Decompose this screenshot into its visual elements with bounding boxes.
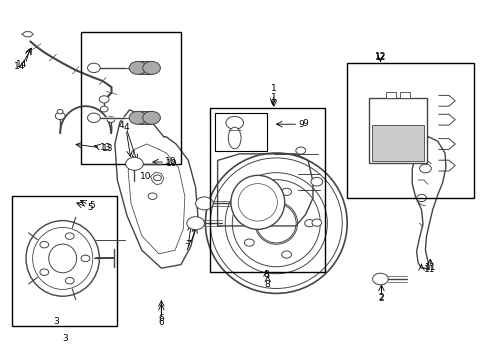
Text: 7: 7 [184, 243, 190, 252]
Circle shape [57, 109, 63, 114]
Circle shape [40, 269, 49, 275]
Circle shape [65, 278, 74, 284]
Circle shape [65, 233, 74, 239]
Text: 9: 9 [302, 118, 307, 127]
Text: 2: 2 [378, 292, 384, 302]
Ellipse shape [256, 203, 296, 243]
Text: 7: 7 [185, 240, 191, 249]
Circle shape [419, 164, 430, 173]
Circle shape [81, 255, 90, 262]
Ellipse shape [230, 175, 284, 229]
Ellipse shape [255, 202, 297, 244]
Ellipse shape [33, 228, 93, 289]
Text: 5: 5 [89, 202, 95, 210]
Text: 5: 5 [87, 202, 93, 211]
Circle shape [40, 242, 49, 248]
Ellipse shape [205, 153, 346, 293]
Ellipse shape [228, 127, 241, 149]
Circle shape [87, 113, 100, 122]
Text: 12: 12 [374, 52, 386, 61]
Bar [138, 111, 151, 124]
Circle shape [281, 188, 291, 195]
Bar [12, 196, 117, 326]
Text: 1: 1 [270, 84, 276, 93]
Circle shape [186, 217, 204, 230]
Circle shape [310, 177, 322, 186]
Ellipse shape [244, 189, 271, 215]
Bar [138, 62, 151, 75]
Ellipse shape [250, 195, 264, 210]
Circle shape [100, 106, 108, 112]
Text: 8: 8 [263, 270, 269, 279]
Circle shape [311, 219, 321, 226]
Circle shape [129, 111, 146, 124]
Circle shape [304, 220, 314, 227]
Text: 14: 14 [14, 62, 25, 71]
Circle shape [244, 200, 254, 207]
Circle shape [107, 117, 115, 122]
Circle shape [416, 194, 426, 202]
Bar [369, 98, 426, 163]
Text: 2: 2 [378, 294, 384, 303]
Ellipse shape [232, 180, 320, 267]
Text: 13: 13 [100, 143, 112, 152]
Circle shape [129, 62, 146, 75]
Text: 11: 11 [424, 263, 435, 271]
Circle shape [244, 239, 254, 246]
Bar [346, 63, 473, 198]
Bar [371, 126, 423, 161]
Circle shape [125, 157, 143, 170]
Text: 11: 11 [423, 265, 434, 274]
Circle shape [87, 63, 100, 73]
Text: 10: 10 [166, 159, 178, 168]
Circle shape [195, 197, 213, 210]
Text: 8: 8 [264, 280, 270, 289]
Bar [400, 91, 409, 98]
Bar [210, 108, 325, 272]
Text: 10: 10 [140, 172, 151, 181]
Ellipse shape [210, 158, 342, 288]
Circle shape [142, 111, 160, 124]
Text: 6: 6 [158, 318, 164, 327]
Circle shape [295, 147, 305, 154]
Bar [81, 32, 181, 164]
Circle shape [99, 96, 109, 103]
Text: 3: 3 [53, 317, 59, 325]
Text: 14: 14 [16, 60, 28, 69]
Text: 12: 12 [374, 53, 386, 62]
Circle shape [142, 62, 160, 75]
Text: 1: 1 [270, 93, 276, 102]
Ellipse shape [49, 244, 77, 273]
Ellipse shape [225, 173, 326, 274]
Ellipse shape [225, 116, 243, 129]
Text: 6: 6 [158, 314, 164, 323]
Bar [215, 113, 266, 151]
Circle shape [372, 273, 387, 285]
Ellipse shape [238, 184, 277, 221]
Text: 3: 3 [62, 334, 67, 343]
Text: 9: 9 [298, 120, 304, 129]
Bar [385, 91, 395, 98]
Circle shape [281, 251, 291, 258]
Circle shape [148, 193, 157, 199]
Text: 4: 4 [123, 123, 129, 132]
Ellipse shape [26, 221, 99, 296]
Circle shape [55, 112, 65, 120]
Circle shape [153, 175, 161, 181]
Text: 4: 4 [118, 121, 124, 130]
Text: 10: 10 [165, 157, 177, 166]
Text: 13: 13 [102, 144, 113, 153]
